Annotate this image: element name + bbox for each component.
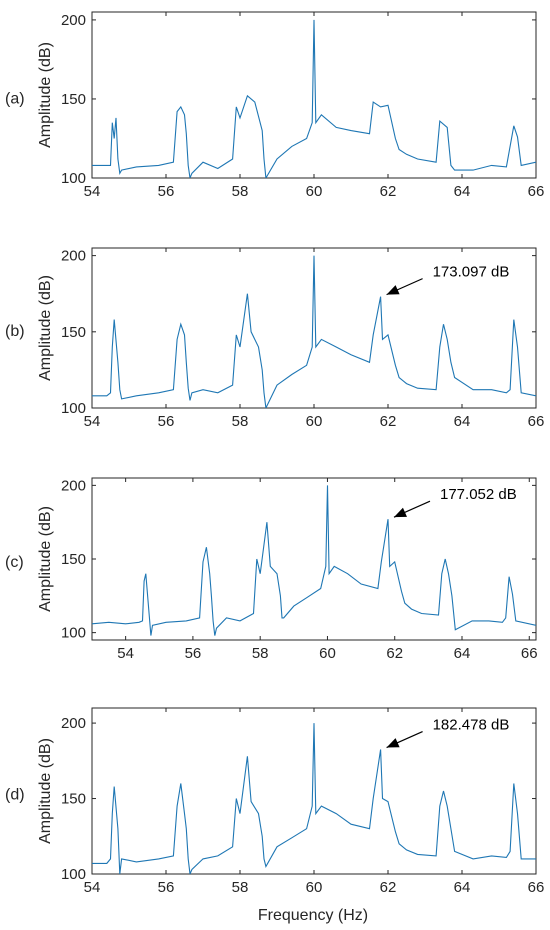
x-tick-label: 56 [158, 879, 175, 896]
y-axis-label: Amplitude (dB) [37, 42, 54, 148]
annotation-label: 182.478 dB [433, 717, 510, 734]
series-line [92, 723, 536, 874]
series-line [92, 485, 536, 636]
annotation-label: 177.052 dB [440, 486, 517, 503]
y-tick-label: 200 [61, 715, 86, 732]
x-tick-label: 58 [252, 645, 269, 662]
y-tick-label: 100 [61, 400, 86, 417]
y-axis-label: Amplitude (dB) [37, 506, 54, 612]
panel-label: (c) [5, 554, 24, 571]
panel-d: 54 56 58 60 62 64 66 100 150 200 Amplitude (dB) (d)… [5, 707, 545, 896]
x-tick-label: 60 [319, 645, 336, 662]
annotation-arrow-head [386, 285, 400, 295]
y-tick-label: 200 [61, 477, 86, 494]
x-tick-label: 62 [380, 413, 397, 430]
x-tick-label: 60 [306, 183, 323, 200]
panel-label: (b) [5, 323, 25, 340]
x-tick-label: 56 [185, 645, 202, 662]
x-tick-label: 60 [306, 879, 323, 896]
x-tick-label: 54 [84, 879, 101, 896]
y-tick-label: 100 [61, 866, 86, 883]
x-tick-label: 58 [232, 413, 249, 430]
x-tick-label: 66 [528, 413, 545, 430]
x-tick-label: 66 [528, 879, 545, 896]
y-tick-label: 150 [61, 791, 86, 808]
y-axis-label: Amplitude (dB) [37, 738, 54, 844]
x-tick-label: 60 [306, 413, 323, 430]
panel-label: (a) [5, 90, 25, 107]
x-tick-label: 56 [158, 183, 175, 200]
x-tick-label: 62 [386, 645, 403, 662]
x-tick-label: 66 [521, 645, 538, 662]
annotation-arrow-head [394, 507, 407, 518]
y-tick-label: 200 [61, 12, 86, 29]
y-tick-label: 100 [61, 170, 86, 187]
series-line [92, 19, 536, 178]
x-tick-label: 64 [454, 413, 471, 430]
x-tick-label: 64 [454, 183, 471, 200]
panel-c: 54 56 58 60 62 64 66 100 150 200 Amplitude (dB) (c)… [5, 477, 538, 662]
annotation-arrow-head [386, 738, 400, 748]
x-axis-label: Frequency (Hz) [258, 907, 368, 924]
x-tick-label: 64 [454, 879, 471, 896]
y-axis-label: Amplitude (dB) [37, 275, 54, 381]
x-tick-label: 58 [232, 183, 249, 200]
y-tick-label: 100 [61, 625, 86, 642]
x-tick-label: 58 [232, 879, 249, 896]
x-tick-label: 64 [454, 645, 471, 662]
x-tick-label: 62 [380, 183, 397, 200]
x-tick-label: 62 [380, 879, 397, 896]
x-tick-label: 66 [528, 183, 545, 200]
x-tick-label: 54 [117, 645, 134, 662]
panel-label: (d) [5, 786, 25, 803]
y-tick-label: 150 [61, 551, 86, 568]
x-tick-label: 54 [84, 183, 101, 200]
annotation-label: 173.097 dB [433, 264, 510, 281]
y-tick-label: 150 [61, 324, 86, 341]
x-tick-label: 56 [158, 413, 175, 430]
series-line [92, 255, 536, 408]
y-tick-label: 150 [61, 91, 86, 108]
panel-b: 54 56 58 60 62 64 66 100 150 200 Amplitude (dB) (b)… [5, 247, 545, 430]
panel-a: 54 56 58 60 62 64 66 100 150 200 Amplitude (dB) (a) [5, 11, 545, 200]
y-tick-label: 200 [61, 248, 86, 265]
x-tick-label: 54 [84, 413, 101, 430]
